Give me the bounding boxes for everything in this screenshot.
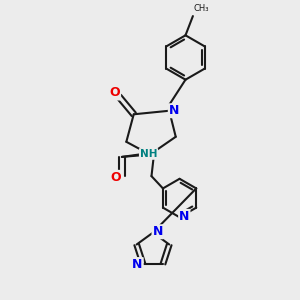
Text: N: N bbox=[132, 258, 143, 271]
Text: N: N bbox=[179, 210, 190, 223]
Text: N: N bbox=[169, 104, 179, 117]
Text: CH₃: CH₃ bbox=[194, 4, 209, 13]
Text: O: O bbox=[110, 86, 120, 100]
Text: N: N bbox=[152, 225, 163, 238]
Text: O: O bbox=[110, 171, 121, 184]
Text: NH: NH bbox=[140, 149, 157, 159]
